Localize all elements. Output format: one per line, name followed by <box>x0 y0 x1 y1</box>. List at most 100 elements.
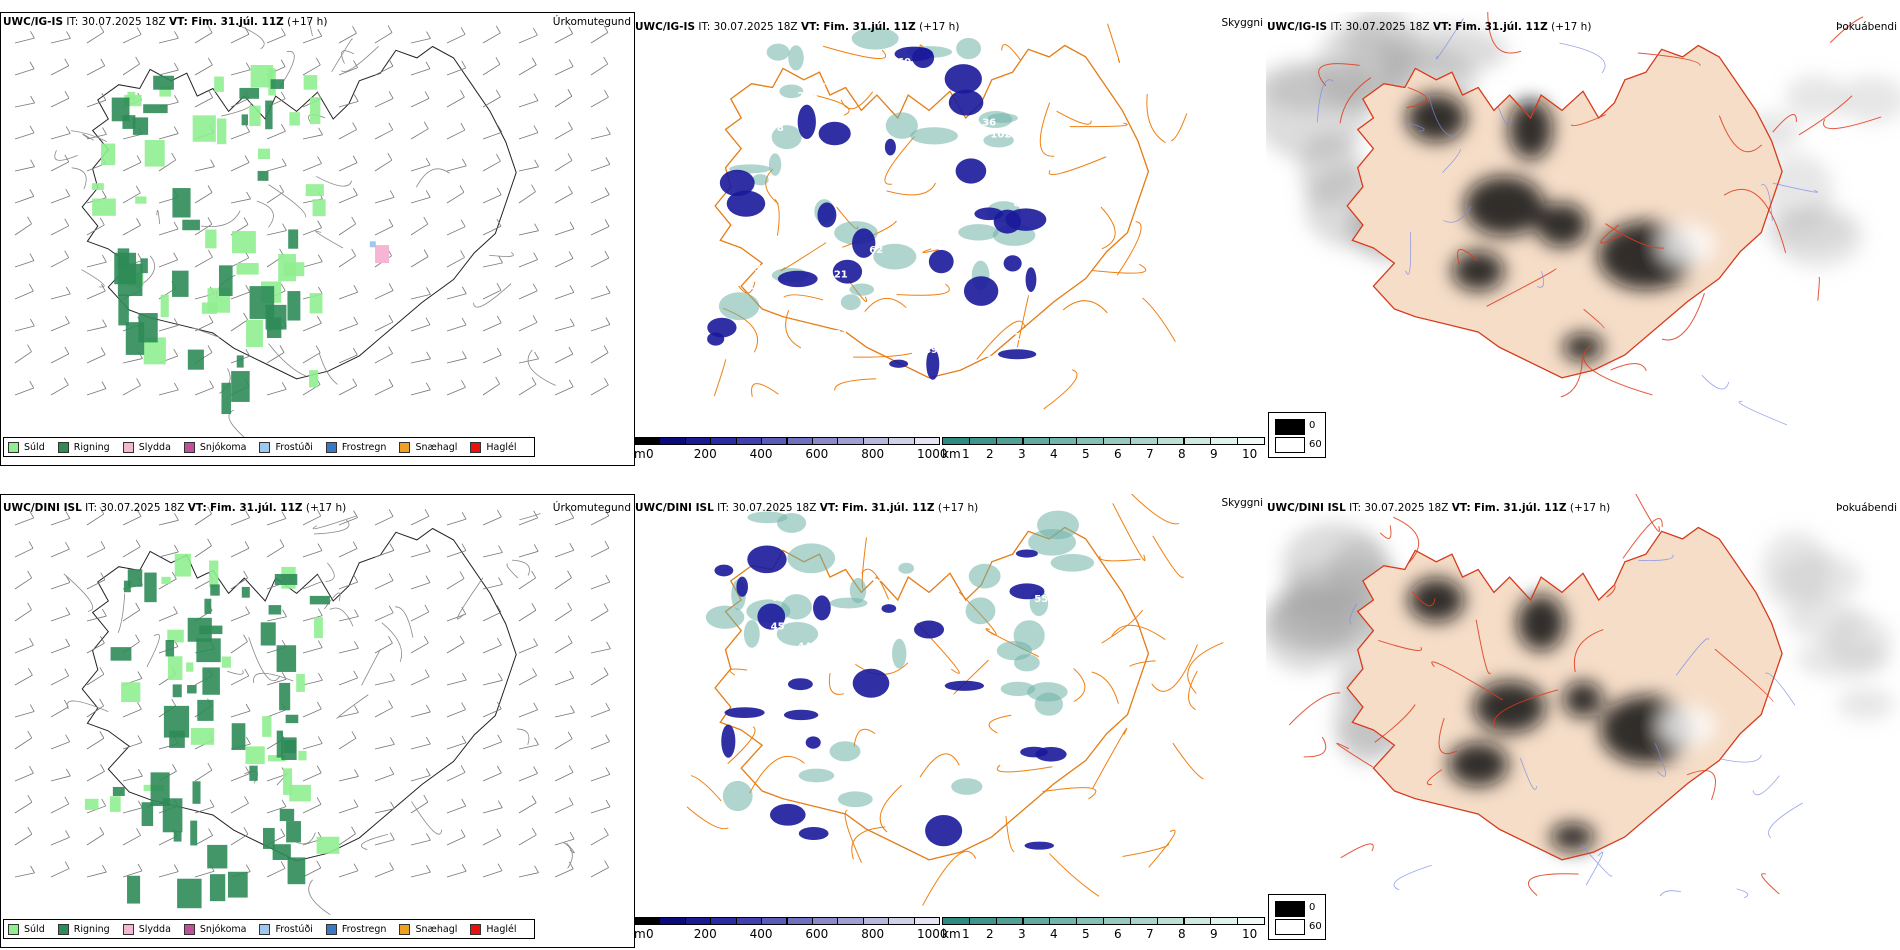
colorbar-unit: km <box>942 927 961 941</box>
rain-cell <box>123 580 131 593</box>
colorbar-tick-label: 800 <box>861 927 885 941</box>
ceiling-value-label: 49 <box>924 345 938 356</box>
wind-barb-tick <box>605 799 611 808</box>
wind-barb <box>338 255 356 268</box>
wind-barb <box>302 322 322 332</box>
road-line <box>988 714 1012 734</box>
ceiling-value-label: 8 <box>876 170 883 181</box>
wind-barb <box>590 581 610 590</box>
road-line <box>834 378 877 391</box>
wind-barb-tick <box>352 378 358 386</box>
rain-cell <box>218 265 233 296</box>
wind-barb <box>194 256 213 268</box>
wind-barb <box>158 578 177 590</box>
wind-barb <box>122 835 141 846</box>
colorbar-segment <box>1022 917 1051 925</box>
low-visibility-area <box>849 283 875 296</box>
fog-legend-row2: 0 60 <box>1268 894 1326 940</box>
wind-barb <box>446 550 467 558</box>
road-line <box>1438 717 1458 755</box>
wind-barb-tick <box>388 700 393 708</box>
wind-barb-tick <box>281 799 287 807</box>
wind-barb <box>374 129 393 140</box>
wind-barb <box>338 223 356 236</box>
low-ceiling-area <box>1009 583 1045 600</box>
wind-barb <box>590 63 608 76</box>
wind-barb-tick <box>29 283 34 292</box>
road-line <box>1091 671 1119 704</box>
colorbar-segment <box>1210 437 1239 445</box>
road-line <box>227 670 244 675</box>
road-line <box>1056 110 1092 125</box>
wind-barb-tick <box>461 511 467 520</box>
wind-barb <box>230 198 251 204</box>
wind-barb-tick <box>280 59 286 67</box>
wind-barb <box>338 162 358 172</box>
wind-barb <box>590 648 611 654</box>
fog-panel-label-row2: Þokuábendi <box>1836 502 1897 514</box>
wind-barb <box>482 679 503 686</box>
wind-barb-tick <box>207 185 213 193</box>
wind-barb <box>374 353 393 364</box>
road-line <box>713 359 727 397</box>
wind-barb-tick <box>533 702 538 710</box>
wind-barb-tick <box>460 765 466 773</box>
wind-barb <box>14 351 32 364</box>
wind-barb-tick <box>388 379 394 387</box>
ceiling-value-label: 71 <box>767 347 781 358</box>
wind-barb-tick <box>245 348 251 357</box>
wind-barb <box>590 324 611 332</box>
wind-barb <box>14 833 33 846</box>
road-line <box>1457 249 1478 265</box>
colorbar-segment <box>862 437 890 445</box>
wind-barb <box>266 34 286 44</box>
wind-barb <box>446 679 467 686</box>
wind-barb <box>410 38 431 44</box>
wind-barb <box>518 34 538 44</box>
wind-barb <box>338 581 358 590</box>
river-line <box>1443 205 1472 223</box>
legend-swatch <box>8 923 19 935</box>
wind-barb-tick <box>425 575 431 583</box>
wind-barb-tick <box>604 377 609 386</box>
wind-barb-tick <box>351 826 356 834</box>
wind-barb-tick <box>101 190 107 198</box>
wind-barb <box>518 358 539 364</box>
legend-item-súld: Súld <box>8 441 45 453</box>
wind-barb <box>338 806 359 814</box>
wind-barb-tick <box>389 766 395 775</box>
wind-barb-tick <box>136 378 141 386</box>
wind-barb-tick <box>388 283 394 291</box>
colorbar-segment <box>684 437 712 445</box>
wind-barb-tick <box>281 382 287 390</box>
wind-barb-tick <box>136 828 141 836</box>
wind-barb-tick <box>209 380 214 388</box>
wind-barb-tick <box>173 221 179 230</box>
wind-barb-tick <box>604 860 609 868</box>
wind-barb <box>374 321 394 332</box>
low-visibility-area <box>829 741 861 762</box>
river-line <box>1405 231 1412 275</box>
wind-barb-tick <box>316 701 322 710</box>
wind-barb-tick <box>316 860 322 869</box>
legend-label: Haglél <box>486 923 517 935</box>
wind-barb-tick <box>245 284 251 293</box>
wind-barb <box>230 547 250 558</box>
rain-cell <box>221 382 232 415</box>
wind-barb-tick <box>533 93 539 101</box>
wind-barb <box>86 615 107 622</box>
wind-barb <box>410 711 431 718</box>
wind-barb-tick <box>100 58 106 66</box>
road-line <box>1393 516 1420 565</box>
rain-cell <box>239 87 260 99</box>
wind-barb-tick <box>65 315 70 324</box>
road-line <box>381 622 403 663</box>
wind-barb <box>482 772 502 782</box>
colorbar-tick-label: 5 <box>1082 447 1090 461</box>
ceiling-value-label: 95 <box>917 204 931 215</box>
rain-cell <box>127 569 143 587</box>
wind-barb-tick <box>568 26 574 34</box>
road-line <box>1048 853 1100 897</box>
wind-barb-tick <box>64 250 70 258</box>
wind-barb-tick <box>388 314 394 323</box>
